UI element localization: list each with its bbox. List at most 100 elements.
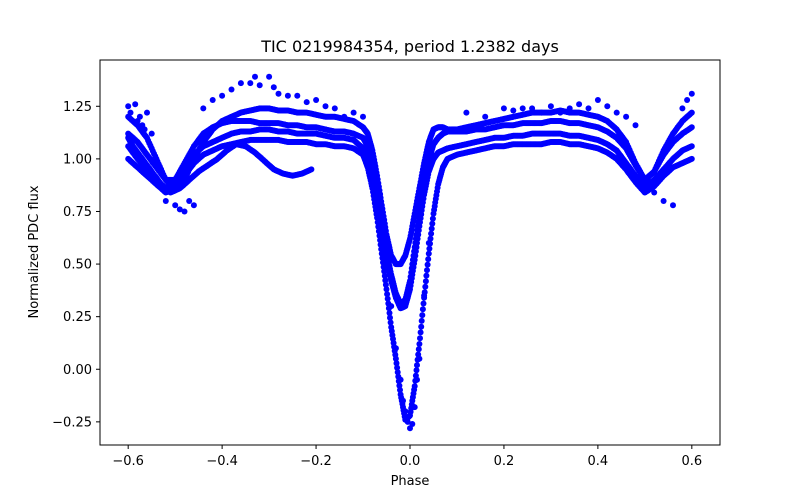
data-point xyxy=(387,319,394,326)
data-point xyxy=(380,264,387,270)
data-point xyxy=(538,109,545,116)
data-point xyxy=(148,130,155,137)
data-point xyxy=(585,105,592,112)
data-point xyxy=(186,198,193,204)
data-point xyxy=(397,387,403,393)
x-axis-label: Phase xyxy=(391,474,430,489)
data-point xyxy=(387,268,394,275)
data-point xyxy=(383,286,390,293)
data-point xyxy=(413,367,420,374)
data-point xyxy=(404,418,411,425)
data-point xyxy=(687,125,694,132)
data-point xyxy=(411,213,418,220)
data-point xyxy=(360,113,366,120)
data-point xyxy=(411,386,418,393)
data-point xyxy=(368,182,375,189)
data-point xyxy=(547,103,554,110)
data-point xyxy=(529,105,536,112)
data-point xyxy=(382,277,389,284)
data-point xyxy=(394,364,401,371)
y-tick-label: 0.50 xyxy=(63,258,92,273)
data-point xyxy=(237,80,244,87)
data-point xyxy=(373,169,380,176)
data-point xyxy=(651,189,658,196)
data-point xyxy=(256,82,263,89)
data-point xyxy=(414,362,420,369)
data-point xyxy=(594,97,601,103)
data-point xyxy=(417,329,424,336)
x-tick-label: 0.6 xyxy=(681,454,702,469)
data-point xyxy=(382,227,389,234)
y-axis: −0.25 0.00 0.25 0.50 0.75 1.00 1.25 xyxy=(52,100,100,430)
data-point xyxy=(388,303,395,310)
data-point xyxy=(418,323,425,330)
data-point xyxy=(136,113,143,120)
data-points xyxy=(125,73,695,432)
data-point xyxy=(378,198,385,205)
data-point xyxy=(425,240,432,246)
chart-title: TIC 0219984354, period 1.2382 days xyxy=(260,37,559,56)
data-point xyxy=(266,73,273,80)
data-point xyxy=(416,355,423,362)
data-point xyxy=(415,214,422,221)
data-point xyxy=(623,113,630,120)
data-point xyxy=(424,261,431,268)
data-point xyxy=(376,232,383,239)
data-point xyxy=(393,360,400,367)
data-point xyxy=(409,421,416,427)
data-point xyxy=(613,109,620,116)
data-point xyxy=(415,346,422,353)
y-tick-label: 1.00 xyxy=(63,152,92,167)
data-point xyxy=(307,166,314,173)
data-point xyxy=(386,310,393,316)
data-point xyxy=(425,250,432,257)
data-point xyxy=(632,122,639,129)
data-point xyxy=(434,184,441,191)
data-point xyxy=(463,109,470,116)
data-point xyxy=(303,99,310,106)
x-tick-label: −0.4 xyxy=(206,454,238,469)
data-point xyxy=(402,408,409,415)
data-point xyxy=(247,80,254,87)
x-tick-label: −0.2 xyxy=(300,454,332,469)
data-point xyxy=(374,219,381,226)
y-tick-label: 0.00 xyxy=(63,363,92,378)
data-point xyxy=(687,110,694,117)
y-tick-label: 0.75 xyxy=(63,205,92,220)
x-tick-label: 0.2 xyxy=(494,454,515,469)
data-point xyxy=(176,206,183,213)
data-point xyxy=(373,211,380,218)
data-point xyxy=(411,404,418,411)
x-tick-label: 0.0 xyxy=(400,454,421,469)
data-point xyxy=(294,92,301,99)
data-point xyxy=(422,283,429,290)
data-point xyxy=(172,202,179,209)
data-point xyxy=(209,97,216,103)
data-point xyxy=(687,143,694,150)
data-point xyxy=(381,268,388,275)
data-point xyxy=(380,259,386,266)
data-point xyxy=(181,208,188,215)
x-tick-label: −0.6 xyxy=(112,454,144,469)
data-point xyxy=(420,163,427,170)
data-point xyxy=(313,97,320,103)
data-point xyxy=(394,369,401,376)
data-point xyxy=(687,156,694,163)
data-point xyxy=(127,109,134,116)
data-point xyxy=(679,105,686,112)
data-point xyxy=(379,255,386,261)
data-point xyxy=(426,245,433,252)
data-point xyxy=(368,145,375,152)
data-point xyxy=(152,153,159,160)
data-point xyxy=(396,382,403,389)
data-point xyxy=(429,215,436,222)
data-point xyxy=(141,126,148,133)
data-point xyxy=(144,109,150,116)
data-point xyxy=(406,237,413,244)
data-point xyxy=(284,92,291,99)
data-point xyxy=(378,250,385,257)
data-point xyxy=(406,280,413,287)
data-point xyxy=(425,256,432,263)
data-point xyxy=(384,291,391,298)
